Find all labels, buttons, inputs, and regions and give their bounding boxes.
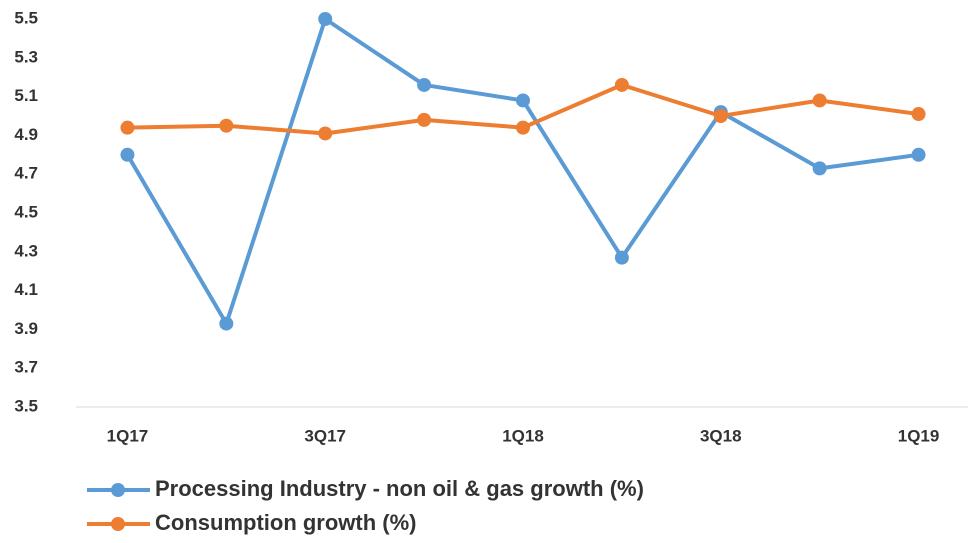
x-tick-label: 1Q19: [898, 426, 940, 445]
data-point: [120, 147, 135, 162]
series-line: [125, 17, 919, 326]
y-tick-label: 3.9: [14, 319, 38, 338]
data-point: [812, 161, 827, 176]
y-tick-label: 4.5: [14, 202, 38, 221]
y-tick-label: 3.7: [14, 358, 38, 377]
data-point: [417, 77, 432, 92]
data-point: [911, 107, 926, 122]
legend-marker: [111, 517, 125, 531]
data-point: [417, 112, 432, 127]
data-point: [219, 118, 234, 133]
data-point: [713, 109, 728, 123]
y-tick-label: 4.3: [14, 241, 38, 260]
x-tick-label: 3Q18: [700, 426, 742, 445]
x-tick-label: 1Q18: [502, 426, 544, 445]
data-point: [120, 120, 135, 135]
legend-label: Processing Industry - non oil & gas grow…: [155, 476, 644, 501]
data-point: [812, 93, 827, 108]
y-tick-label: 5.5: [14, 8, 38, 27]
legend-label: Consumption growth (%): [155, 510, 417, 535]
data-point: [516, 120, 530, 135]
y-tick-label: 5.1: [14, 86, 38, 105]
data-point: [219, 316, 234, 331]
data-point: [614, 250, 629, 265]
y-tick-label: 4.1: [14, 280, 38, 299]
data-point: [614, 77, 629, 92]
x-tick-label: 1Q17: [107, 426, 149, 445]
y-tick-label: 4.9: [14, 125, 38, 144]
legend-marker: [111, 483, 125, 497]
y-tick-label: 5.3: [14, 47, 38, 66]
y-tick-label: 4.7: [14, 164, 38, 183]
y-tick-label: 3.5: [14, 396, 38, 415]
data-point: [516, 93, 530, 108]
data-point: [318, 12, 333, 26]
data-point: [318, 126, 333, 141]
data-point: [911, 147, 926, 162]
x-tick-label: 3Q17: [304, 426, 346, 445]
